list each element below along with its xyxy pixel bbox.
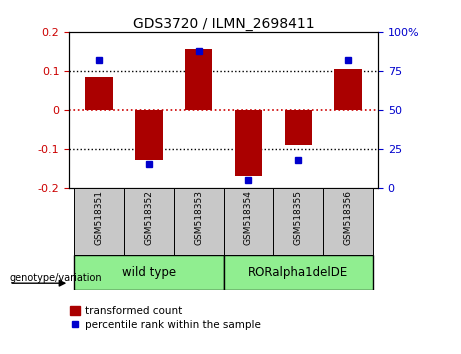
Bar — [174, 188, 224, 255]
Bar — [74, 255, 224, 290]
Bar — [284, 110, 312, 145]
Bar — [323, 188, 373, 255]
Bar — [74, 188, 124, 255]
Text: GSM518351: GSM518351 — [95, 190, 104, 245]
Bar — [224, 255, 373, 290]
Bar — [124, 188, 174, 255]
Bar — [235, 110, 262, 176]
Bar — [224, 188, 273, 255]
Legend: transformed count, percentile rank within the sample: transformed count, percentile rank withi… — [70, 306, 261, 330]
Text: GSM518352: GSM518352 — [144, 190, 154, 245]
Bar — [135, 110, 163, 160]
Bar — [334, 69, 362, 110]
Text: GSM518353: GSM518353 — [194, 190, 203, 245]
Bar — [85, 77, 113, 110]
Bar — [273, 188, 323, 255]
Text: GSM518354: GSM518354 — [244, 190, 253, 245]
Text: genotype/variation: genotype/variation — [9, 273, 102, 283]
Text: RORalpha1delDE: RORalpha1delDE — [248, 266, 349, 279]
Text: GSM518356: GSM518356 — [343, 190, 353, 245]
Title: GDS3720 / ILMN_2698411: GDS3720 / ILMN_2698411 — [133, 17, 314, 31]
Bar — [185, 50, 213, 110]
Text: GSM518355: GSM518355 — [294, 190, 303, 245]
Text: wild type: wild type — [122, 266, 176, 279]
